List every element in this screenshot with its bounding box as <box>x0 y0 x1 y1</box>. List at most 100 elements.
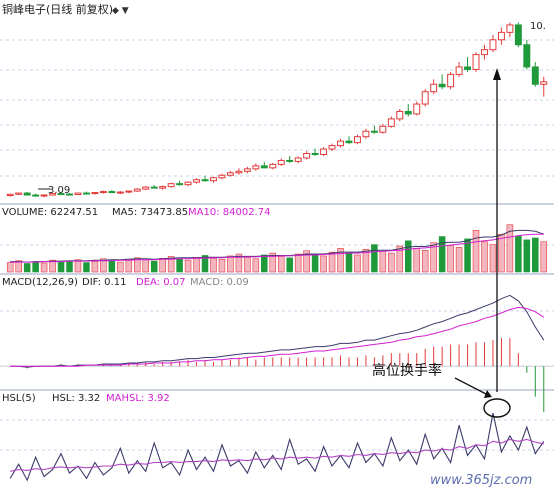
candle-body <box>226 172 234 176</box>
volume-bar <box>464 238 471 273</box>
panel-dividers <box>0 203 554 391</box>
volume-bar <box>328 251 336 273</box>
candle-body <box>269 163 277 169</box>
candle-body <box>277 159 285 165</box>
candle-body <box>294 157 302 162</box>
annotation-pointer-head <box>484 390 492 398</box>
volume-bar <box>125 258 133 273</box>
volume-bar <box>515 235 522 273</box>
candle-body <box>32 194 40 197</box>
candle-body <box>438 83 446 88</box>
volume-bar <box>396 245 404 273</box>
annotation-pointer-arrow <box>454 377 487 395</box>
volume-bar <box>15 260 22 273</box>
candle-body <box>74 192 82 196</box>
candle-body <box>489 39 497 51</box>
volume-bar <box>108 260 116 273</box>
volume-bar <box>379 250 387 273</box>
candle-body <box>464 66 472 70</box>
volume-bar <box>74 259 82 273</box>
volume-bar <box>286 257 293 273</box>
hsl-value-label: HSL: 3.32 <box>52 393 100 404</box>
volume-bar <box>244 257 251 273</box>
volume-bar <box>91 261 99 273</box>
volume-bar <box>498 233 505 273</box>
candle-body <box>337 140 344 147</box>
candle-body <box>6 193 14 197</box>
mahsl-value-label: MAHSL: 3.92 <box>106 393 170 404</box>
volume-bar <box>532 237 539 273</box>
volume-bar <box>117 261 124 273</box>
candle-body <box>82 192 90 195</box>
volume-bars <box>6 224 548 273</box>
volume-bar <box>235 253 243 273</box>
volume-bar <box>413 248 420 273</box>
candle-body <box>311 153 319 155</box>
candle-body <box>497 31 505 41</box>
volume-ma5-label: MA5: 73473.85 <box>112 207 188 218</box>
candle-body <box>201 179 209 182</box>
candle-body <box>159 186 167 189</box>
volume-bar <box>311 254 319 273</box>
hsl-label: HSL(5) <box>2 393 36 404</box>
candle-body <box>303 153 311 159</box>
volume-label: VOLUME: 62247.51 <box>2 207 98 218</box>
candle-body <box>176 183 184 186</box>
candle-body <box>150 186 158 189</box>
candle-body <box>40 194 48 197</box>
volume-bar <box>193 257 200 273</box>
volume-bar <box>40 262 48 273</box>
macd-label: MACD(12,26,9) <box>2 277 78 288</box>
volume-bar <box>447 245 454 273</box>
volume-bar <box>430 242 437 273</box>
candle-body <box>260 165 268 169</box>
mahsl-line <box>10 438 544 472</box>
volume-bar <box>252 258 260 273</box>
volume-bar <box>388 252 395 273</box>
volume-bar <box>66 260 73 273</box>
macd-dif-line <box>10 294 545 368</box>
candle-body <box>91 192 99 195</box>
candle-body <box>353 136 361 144</box>
volume-ma10-label: MA10: 84002.74 <box>188 207 270 218</box>
candle-body <box>167 183 175 188</box>
volume-bar <box>371 244 378 273</box>
volume-bar <box>167 256 175 273</box>
hsl-line <box>9 412 545 482</box>
candle-body <box>472 54 480 70</box>
volume-bar <box>472 230 480 273</box>
candle-body <box>345 140 353 144</box>
candle-body <box>66 193 73 196</box>
candle-body <box>184 181 192 186</box>
candle-body <box>370 130 378 133</box>
candle-body <box>455 66 463 75</box>
volume-bar <box>201 255 209 273</box>
candle-body <box>531 66 539 85</box>
volume-bar <box>303 250 310 273</box>
candle-body <box>57 193 65 196</box>
volume-bar <box>405 240 412 273</box>
annotation-label: 高位换手率 <box>372 362 442 379</box>
volume-bar <box>455 247 463 273</box>
candle-body <box>404 110 412 115</box>
stock-title: 铜峰电子(日线 前复权) <box>2 2 113 16</box>
candle-body <box>286 159 294 162</box>
volume-bar <box>540 241 548 273</box>
watermark-text: www.365jz.com <box>430 473 532 488</box>
volume-bar <box>261 254 268 273</box>
macd-dif-label: DIF: 0.11 <box>82 277 126 288</box>
candle-body <box>193 179 201 183</box>
title-arrow-icons[interactable]: ◆ ▼ <box>112 6 129 16</box>
candle-body <box>235 170 243 174</box>
candle-body <box>413 103 421 115</box>
volume-bar <box>481 241 488 273</box>
low-price-label: 3.09 <box>48 185 70 196</box>
volume-bar <box>32 261 39 273</box>
candle-body <box>108 191 116 194</box>
macd-dea-line <box>10 306 545 367</box>
candle-body <box>523 44 531 68</box>
volume-bar <box>438 236 446 273</box>
annotation-circle <box>483 398 511 418</box>
macd-value-label: MACD: 0.09 <box>190 277 249 288</box>
